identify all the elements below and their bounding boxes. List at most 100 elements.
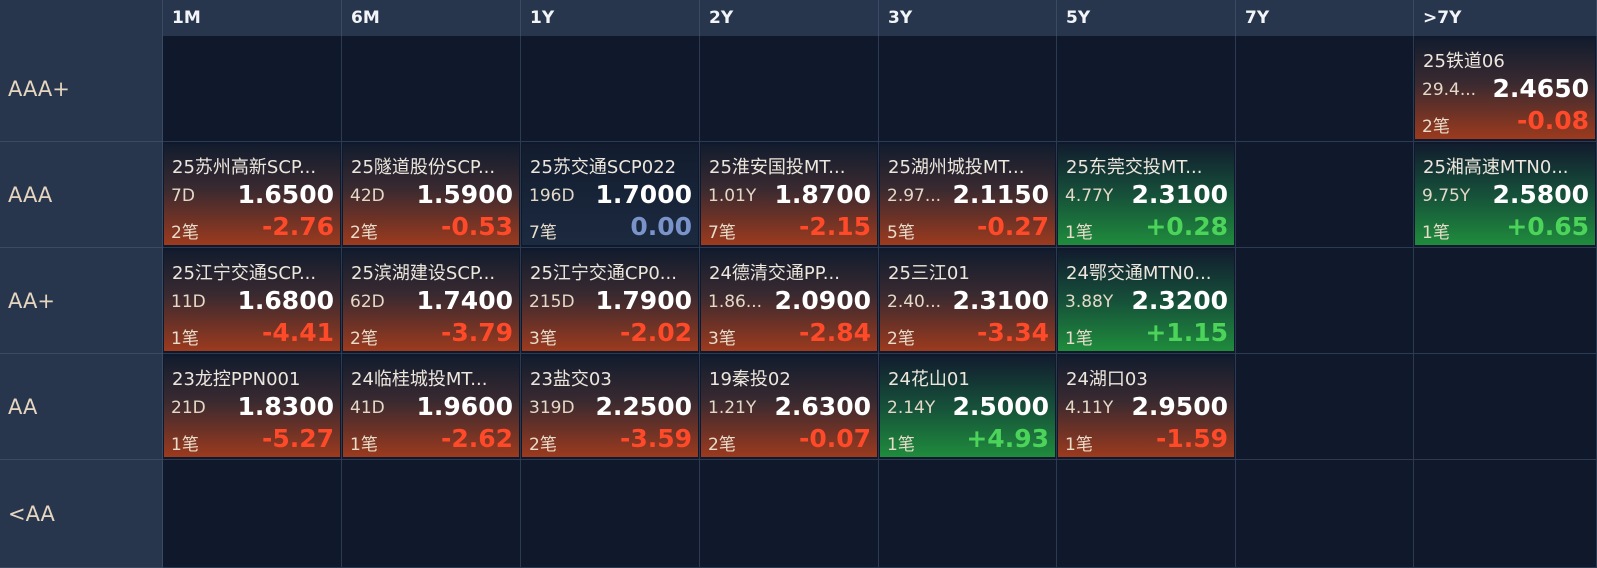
matrix-cell <box>1236 354 1414 460</box>
bond-yield: 1.7900 <box>595 286 692 315</box>
matrix-cell <box>163 36 342 142</box>
yield-change: -2.15 <box>798 212 871 241</box>
bond-tile[interactable]: 25江宁交通CP0... 215D 1.7900 3笔 -2.02 <box>522 250 698 351</box>
yield-change: -4.41 <box>261 318 334 347</box>
bond-tile[interactable]: 25苏交通SCP022 196D 1.7000 7笔 0.00 <box>522 144 698 245</box>
bond-yield: 2.3100 <box>1131 180 1228 209</box>
bond-term: 1.01Y <box>708 186 757 206</box>
bond-yield: 1.7000 <box>595 180 692 209</box>
bond-name: 25滨湖建设SCP... <box>351 263 496 284</box>
bond-tile[interactable]: 25滨湖建设SCP... 62D 1.7400 2笔 -3.79 <box>343 250 519 351</box>
matrix-cell: 24湖口03 4.11Y 2.9500 1笔 -1.59 <box>1057 354 1236 460</box>
column-header-4[interactable]: 3Y <box>879 0 1057 36</box>
row-header-1[interactable]: AAA <box>0 142 163 248</box>
matrix-cell <box>700 36 879 142</box>
trade-count: 3笔 <box>529 329 557 349</box>
bond-name: 25三江01 <box>888 263 970 284</box>
bond-tile[interactable]: 23龙控PPN001 21D 1.8300 1笔 -5.27 <box>164 356 340 457</box>
bond-tile[interactable]: 19秦投02 1.21Y 2.6300 2笔 -0.07 <box>701 356 877 457</box>
bond-tile[interactable]: 25湘高速MTN0... 9.75Y 2.5800 1笔 +0.65 <box>1415 144 1595 245</box>
matrix-cell <box>521 460 700 568</box>
bond-tile[interactable]: 24临桂城投MT... 41D 1.9600 1笔 -2.62 <box>343 356 519 457</box>
bond-term: 9.75Y <box>1422 186 1471 206</box>
matrix-cell <box>879 460 1057 568</box>
column-header-1[interactable]: 6M <box>342 0 521 36</box>
yield-change: -0.53 <box>440 212 513 241</box>
bond-term: 2.40... <box>887 292 942 312</box>
bond-tile[interactable]: 24鄂交通MTN0... 3.88Y 2.3200 1笔 +1.15 <box>1058 250 1234 351</box>
row-header-3[interactable]: AA <box>0 354 163 460</box>
matrix-cell: 24德清交通PP... 1.86... 2.0900 3笔 -2.84 <box>700 248 879 354</box>
row-header-2[interactable]: AA+ <box>0 248 163 354</box>
bond-tile[interactable]: 25三江01 2.40... 2.3100 2笔 -3.34 <box>880 250 1055 351</box>
column-header-2[interactable]: 1Y <box>521 0 700 36</box>
bond-tile[interactable]: 24花山01 2.14Y 2.5000 1笔 +4.93 <box>880 356 1055 457</box>
bond-tile[interactable]: 25隧道股份SCP... 42D 1.5900 2笔 -0.53 <box>343 144 519 245</box>
bond-yield: 1.9600 <box>416 392 513 421</box>
bond-tile[interactable]: 23盐交03 319D 2.2500 2笔 -3.59 <box>522 356 698 457</box>
row-header-0[interactable]: AAA+ <box>0 36 163 142</box>
matrix-cell: 25东莞交投MT... 4.77Y 2.3100 1笔 +0.28 <box>1057 142 1236 248</box>
trade-count: 1笔 <box>1065 435 1093 455</box>
matrix-cell: 24鄂交通MTN0... 3.88Y 2.3200 1笔 +1.15 <box>1057 248 1236 354</box>
bond-term: 319D <box>529 398 575 418</box>
yield-change: -2.84 <box>798 318 871 347</box>
bond-term: 41D <box>350 398 385 418</box>
bond-term: 7D <box>171 186 195 206</box>
matrix-cell <box>163 460 342 568</box>
matrix-cell: 25隧道股份SCP... 42D 1.5900 2笔 -0.53 <box>342 142 521 248</box>
trade-count: 2笔 <box>171 223 199 243</box>
trade-count: 7笔 <box>529 223 557 243</box>
matrix-cell <box>1057 36 1236 142</box>
bond-tile[interactable]: 24湖口03 4.11Y 2.9500 1笔 -1.59 <box>1058 356 1234 457</box>
bond-tile[interactable]: 25湖州城投MT... 2.97... 2.1150 5笔 -0.27 <box>880 144 1055 245</box>
matrix-cell: 25滨湖建设SCP... 62D 1.7400 2笔 -3.79 <box>342 248 521 354</box>
yield-change: -3.59 <box>619 424 692 453</box>
bond-yield: 2.3200 <box>1131 286 1228 315</box>
yield-change: +1.15 <box>1145 318 1228 347</box>
bond-yield: 2.5000 <box>952 392 1049 421</box>
bond-yield: 2.5800 <box>1492 180 1589 209</box>
bond-tile[interactable]: 25苏州高新SCP... 7D 1.6500 2笔 -2.76 <box>164 144 340 245</box>
matrix-cell <box>342 36 521 142</box>
trade-count: 1笔 <box>1422 223 1450 243</box>
column-header-0[interactable]: 1M <box>163 0 342 36</box>
column-header-5[interactable]: 5Y <box>1057 0 1236 36</box>
matrix-cell <box>1057 460 1236 568</box>
column-header-6[interactable]: 7Y <box>1236 0 1414 36</box>
bond-name: 25湘高速MTN0... <box>1423 157 1569 178</box>
matrix-cell: 24花山01 2.14Y 2.5000 1笔 +4.93 <box>879 354 1057 460</box>
bond-tile[interactable]: 25淮安国投MT... 1.01Y 1.8700 7笔 -2.15 <box>701 144 877 245</box>
matrix-cell <box>1236 142 1414 248</box>
bond-yield: 1.8300 <box>237 392 334 421</box>
yield-change: -1.59 <box>1155 424 1228 453</box>
trade-count: 1笔 <box>171 435 199 455</box>
bond-tile[interactable]: 25东莞交投MT... 4.77Y 2.3100 1笔 +0.28 <box>1058 144 1234 245</box>
trade-count: 1笔 <box>350 435 378 455</box>
trade-count: 2笔 <box>350 223 378 243</box>
bond-tile[interactable]: 25江宁交通SCP... 11D 1.6800 1笔 -4.41 <box>164 250 340 351</box>
bond-term: 3.88Y <box>1065 292 1114 312</box>
trade-count: 1笔 <box>171 329 199 349</box>
trade-count: 5笔 <box>887 223 915 243</box>
trade-count: 3笔 <box>708 329 736 349</box>
row-header-4[interactable]: <AA <box>0 460 163 568</box>
yield-change: +0.28 <box>1145 212 1228 241</box>
matrix-cell <box>1414 354 1597 460</box>
matrix-cell: 25江宁交通SCP... 11D 1.6800 1笔 -4.41 <box>163 248 342 354</box>
trade-count: 2笔 <box>708 435 736 455</box>
bond-tile[interactable]: 24德清交通PP... 1.86... 2.0900 3笔 -2.84 <box>701 250 877 351</box>
bond-name: 25江宁交通CP0... <box>530 263 677 284</box>
column-header-3[interactable]: 2Y <box>700 0 879 36</box>
bond-name: 25苏交通SCP022 <box>530 157 677 178</box>
bond-yield: 2.1150 <box>952 180 1049 209</box>
bond-name: 25隧道股份SCP... <box>351 157 496 178</box>
yield-change: +4.93 <box>966 424 1049 453</box>
bond-yield: 1.8700 <box>774 180 871 209</box>
yield-change: 0.00 <box>630 212 692 241</box>
matrix-cell <box>1236 36 1414 142</box>
bond-tile[interactable]: 25铁道06 29.4... 2.4650 2笔 -0.08 <box>1415 38 1595 139</box>
trade-count: 2笔 <box>529 435 557 455</box>
column-header-7[interactable]: >7Y <box>1414 0 1597 36</box>
